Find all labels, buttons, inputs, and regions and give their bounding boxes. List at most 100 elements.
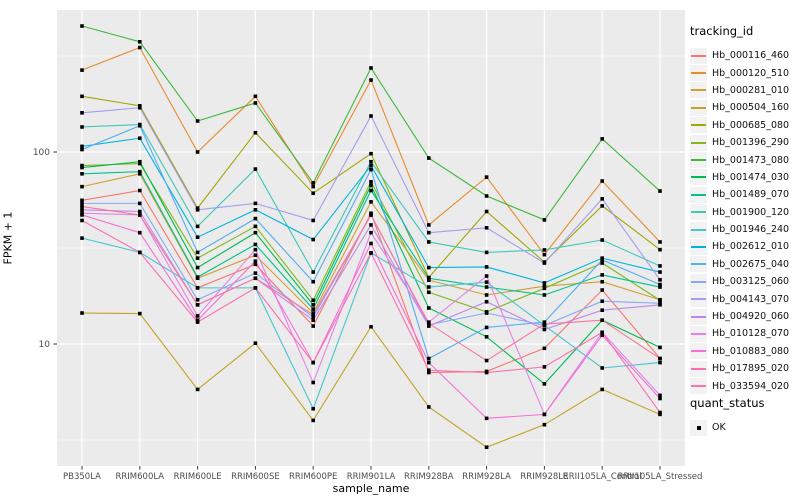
point-marker	[600, 333, 604, 338]
point-marker	[484, 325, 489, 330]
point-marker	[600, 256, 604, 260]
legend-key-line-icon	[691, 211, 706, 214]
point-marker	[427, 265, 431, 270]
point-marker	[542, 218, 547, 222]
legend-key-box	[690, 221, 707, 238]
legend-key-line-icon	[691, 332, 706, 335]
point-marker	[138, 188, 142, 193]
legend-key-box	[690, 169, 707, 186]
point-marker	[658, 240, 662, 244]
legend-key-box	[690, 378, 707, 395]
point-marker	[427, 370, 431, 375]
point-marker	[80, 171, 84, 176]
point-marker	[484, 358, 489, 363]
point-marker	[253, 207, 258, 212]
point-marker	[311, 312, 315, 317]
point-marker	[138, 169, 142, 174]
point-marker	[600, 273, 604, 277]
point-marker	[80, 218, 84, 223]
point-marker	[311, 298, 315, 303]
point-marker	[427, 276, 431, 281]
legend-key-box	[690, 186, 707, 203]
quant-status-legend: quant_status OK	[690, 396, 798, 436]
point-marker	[138, 230, 142, 235]
legend-item-Hb_010128_070: Hb_010128_070	[690, 325, 798, 342]
point-marker	[253, 242, 258, 247]
point-marker	[138, 201, 142, 206]
point-marker	[195, 119, 200, 123]
legend-item-Hb_001946_240: Hb_001946_240	[690, 221, 798, 238]
point-marker	[484, 311, 489, 315]
point-marker	[138, 311, 142, 316]
point-marker	[369, 241, 373, 246]
legend-key-line-icon	[691, 315, 706, 318]
point-marker	[600, 387, 604, 392]
legend-key-line-icon	[691, 72, 706, 75]
legend-item-label: Hb_001946_240	[712, 224, 790, 236]
point-marker	[253, 94, 258, 99]
legend-item-Hb_000504_160: Hb_000504_160	[690, 99, 798, 116]
legend-rows: Hb_000116_460 Hb_000120_510 Hb_000281_010 H…	[690, 47, 798, 395]
legend-item-label: Hb_004143_070	[712, 293, 790, 305]
point-marker	[542, 320, 547, 324]
point-marker	[80, 198, 84, 203]
point-marker	[80, 165, 84, 170]
point-marker	[484, 416, 489, 421]
legend-key-box	[690, 65, 707, 82]
point-marker	[311, 237, 315, 242]
point-marker	[138, 123, 142, 128]
point-marker	[253, 201, 258, 206]
legend-item-label: Hb_001474_030	[712, 171, 790, 183]
point-marker	[253, 230, 258, 235]
legend-key-box	[690, 343, 707, 360]
point-marker	[600, 279, 604, 284]
point-marker	[311, 380, 315, 385]
point-marker	[253, 262, 258, 267]
point-marker	[253, 216, 258, 221]
point-marker	[80, 213, 84, 217]
x-tick-label: RRIM928BA	[404, 472, 454, 482]
point-marker	[484, 274, 489, 278]
legend-key-box	[690, 134, 707, 151]
point-marker	[484, 175, 489, 179]
point-marker	[600, 204, 604, 208]
x-tick-label: PB350LA	[63, 472, 101, 482]
point-marker	[658, 282, 662, 287]
legend-key-box	[690, 99, 707, 116]
point-marker	[80, 163, 84, 168]
legend-item-label: Hb_001396_290	[712, 137, 790, 149]
legend-item-label: Hb_010128_070	[712, 328, 790, 340]
legend-key-box	[690, 204, 707, 221]
point-marker	[369, 151, 373, 156]
quant-legend-label: OK	[712, 422, 726, 434]
point-marker	[658, 270, 662, 274]
legend-item-Hb_000685_080: Hb_000685_080	[690, 117, 798, 134]
point-marker	[80, 147, 84, 152]
point-marker	[138, 105, 142, 110]
point-marker	[600, 258, 604, 262]
legend-title: tracking_id	[690, 24, 754, 38]
point-marker	[542, 248, 547, 252]
point-marker	[138, 250, 142, 255]
point-marker	[369, 230, 373, 235]
point-marker	[542, 281, 547, 285]
point-marker	[600, 197, 604, 201]
point-marker	[600, 299, 604, 304]
point-marker	[369, 188, 373, 193]
point-marker	[369, 200, 373, 204]
point-marker	[484, 280, 489, 284]
point-marker	[195, 318, 200, 323]
point-marker	[253, 247, 258, 252]
point-marker	[253, 276, 258, 281]
point-marker	[138, 213, 142, 217]
legend-key-box	[690, 308, 707, 325]
legend-item-Hb_001489_070: Hb_001489_070	[690, 186, 798, 203]
point-marker	[658, 412, 662, 417]
point-marker	[658, 264, 662, 268]
point-marker	[427, 290, 431, 295]
legend-key-line-icon	[691, 89, 706, 92]
point-marker	[80, 24, 84, 28]
point-marker	[542, 286, 547, 291]
point-marker	[195, 256, 200, 260]
